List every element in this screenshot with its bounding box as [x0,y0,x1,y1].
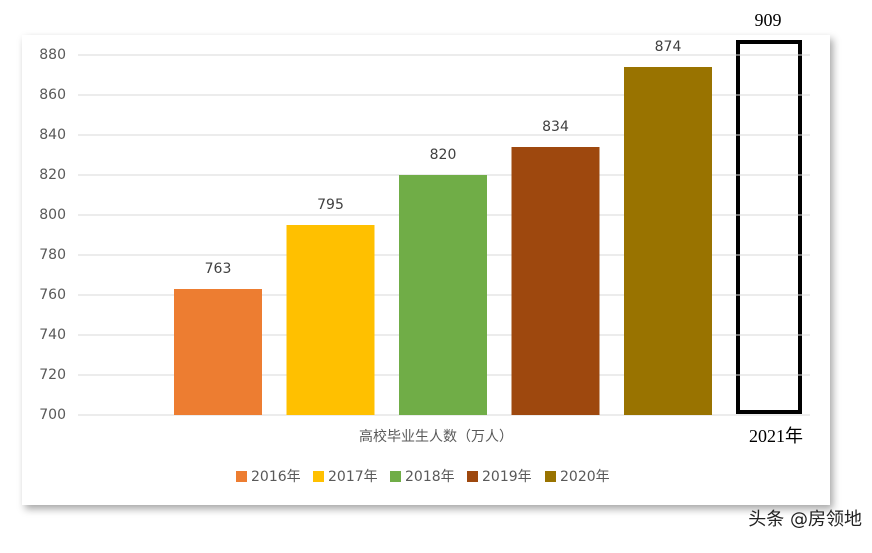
y-tick-label: 800 [39,207,66,223]
y-tick-label: 720 [39,367,66,383]
data-label: 795 [317,197,344,213]
bar [624,67,712,415]
bar [174,289,262,415]
watermark: 头条 @房领地 [748,509,862,530]
legend-swatch [390,471,401,482]
data-label: 834 [542,119,569,135]
y-tick-label: 820 [39,167,66,183]
bar [399,175,487,415]
legend-label: 2020年 [560,469,610,485]
legend-swatch [313,471,324,482]
y-tick-label: 840 [39,127,66,143]
x-tick-label: 高校毕业生人数（万人） [359,428,513,445]
y-tick-label: 880 [39,47,66,63]
legend-label: 2019年 [482,469,532,485]
legend-swatch [236,471,247,482]
bar [511,147,600,415]
legend-swatch [545,471,556,482]
legend-label: 2017年 [328,469,378,485]
annotation-box [736,40,802,414]
data-label: 763 [205,261,232,277]
legend-label: 2016年 [251,469,301,485]
y-tick-label: 700 [39,407,66,423]
annotation-label: 2021年 [749,426,803,446]
data-label: 820 [430,147,457,163]
y-tick-label: 760 [39,287,66,303]
y-tick-label: 740 [39,327,66,343]
y-tick-label: 780 [39,247,66,263]
y-tick-label: 860 [39,87,66,103]
legend-label: 2018年 [405,469,455,485]
data-label: 874 [655,39,682,55]
bar [286,225,375,415]
legend-swatch [467,471,478,482]
annotation-value: 909 [755,10,782,30]
